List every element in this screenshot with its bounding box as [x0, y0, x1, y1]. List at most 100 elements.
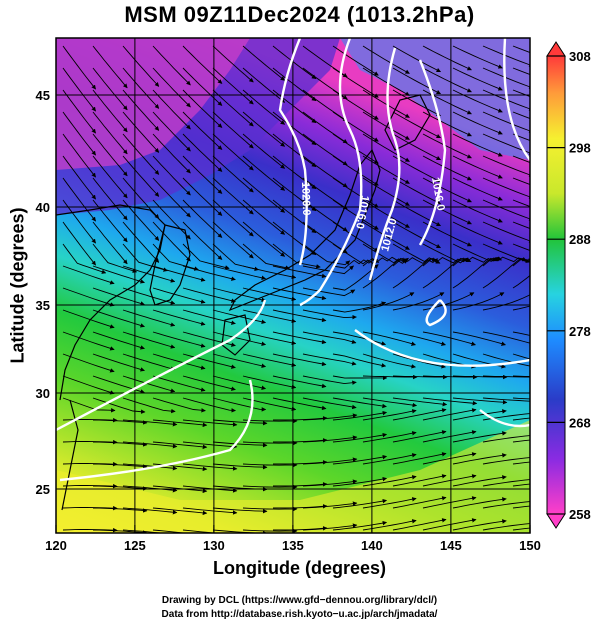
streamline [392, 89, 442, 117]
streamline [302, 501, 358, 509]
streamline [392, 353, 446, 369]
streamline [92, 45, 128, 89]
streamline [92, 111, 128, 155]
streamline [392, 408, 447, 421]
x-tick-label: 120 [45, 538, 67, 553]
colorbar-tick-label: 288 [569, 232, 591, 247]
streamline [122, 133, 160, 175]
streamline [92, 287, 145, 306]
streamline [62, 265, 115, 285]
streamline [182, 397, 236, 413]
isobar-southeast [59, 379, 254, 482]
streamline [332, 199, 379, 230]
streamline [452, 431, 507, 443]
streamline [272, 243, 321, 269]
streamline [362, 67, 410, 96]
streamline [302, 287, 356, 297]
streamline [242, 375, 297, 390]
streamline [422, 408, 477, 421]
streamline [362, 199, 410, 228]
streamline [392, 452, 447, 465]
streamline [92, 529, 148, 533]
streamline [122, 441, 178, 449]
streamline [362, 45, 410, 74]
streamline [122, 463, 178, 471]
streamline [242, 89, 286, 125]
streamline [452, 67, 503, 91]
streamline [362, 453, 417, 465]
streamline [422, 374, 478, 380]
streamline [122, 265, 176, 283]
streamline [92, 397, 146, 414]
streamline [182, 309, 236, 325]
streamline [182, 353, 236, 369]
streamline [332, 498, 388, 509]
streamline [212, 177, 254, 215]
streamline [422, 89, 472, 115]
streamline [422, 257, 467, 289]
streamline [452, 177, 503, 201]
streamline [362, 292, 415, 311]
streamline [242, 528, 298, 533]
streamline [212, 199, 254, 237]
streamline [182, 89, 223, 128]
streamline [272, 331, 327, 345]
streamline [242, 440, 298, 446]
streamline [242, 462, 298, 468]
streamline [302, 413, 358, 421]
streamline [302, 397, 357, 410]
streamline [452, 292, 505, 311]
streamline [392, 518, 447, 531]
streamline [422, 430, 477, 443]
streamline [302, 435, 358, 443]
streamline [452, 374, 508, 380]
streamline [122, 419, 178, 427]
streamline [92, 463, 148, 469]
streamline [512, 331, 530, 336]
streamline [92, 331, 145, 350]
streamline [62, 309, 115, 329]
streamline [182, 221, 223, 260]
streamline [212, 287, 267, 302]
streamline [452, 397, 508, 405]
streamline [452, 89, 503, 113]
streamline [152, 265, 206, 282]
streamline [122, 111, 160, 153]
streamline [392, 474, 447, 487]
streamline [362, 155, 410, 184]
streamline [452, 221, 503, 245]
streamline [512, 199, 530, 207]
streamline [242, 155, 286, 191]
streamline [512, 439, 530, 443]
streamline [452, 257, 497, 289]
streamline [212, 441, 268, 448]
streamline [362, 89, 410, 118]
streamline [452, 199, 503, 223]
x-tick-label: 135 [282, 538, 304, 553]
streamline [332, 397, 387, 409]
streamline [182, 45, 223, 84]
streamline [242, 243, 290, 270]
streamline [182, 111, 223, 150]
streamline [302, 353, 357, 366]
streamline [152, 155, 191, 196]
streamline [422, 177, 472, 203]
streamline [422, 133, 472, 159]
streamline [122, 397, 176, 414]
streamline [332, 258, 380, 269]
streamline [92, 133, 128, 177]
streamline [122, 331, 176, 349]
axis-tick-marks [55, 525, 531, 533]
streamline [122, 177, 160, 219]
streamline [452, 331, 506, 346]
streamline [392, 374, 448, 380]
colorbar: 308 298 288 278 268 258 [546, 41, 591, 529]
streamline [392, 111, 442, 139]
streamline [152, 309, 206, 326]
streamline [422, 397, 478, 406]
streamline [182, 243, 230, 270]
streamline [422, 452, 477, 465]
streamline [212, 507, 268, 514]
streamline [152, 221, 191, 262]
